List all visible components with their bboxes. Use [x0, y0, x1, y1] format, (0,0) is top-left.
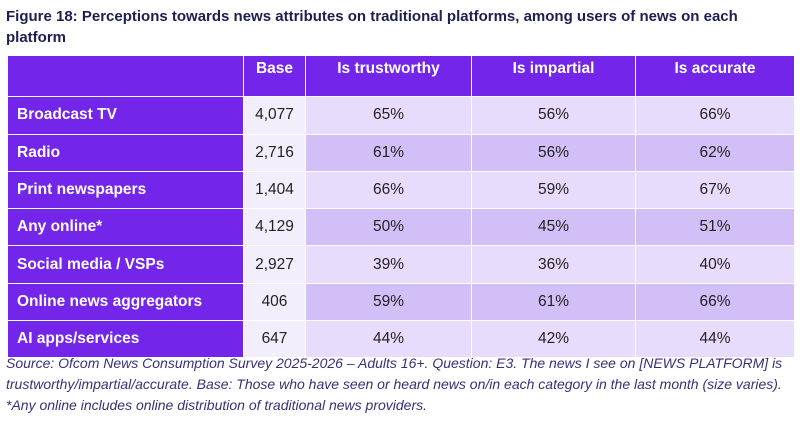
base-cell: 406	[243, 282, 306, 322]
header-base: Base	[243, 54, 306, 98]
accurate-cell: 51%	[635, 208, 795, 247]
row-label: AI apps/services	[7, 320, 244, 359]
table-row: Radio 2,716 61% 56% 62%	[7, 133, 795, 172]
trustworthy-cell: 44%	[305, 320, 472, 359]
accurate-cell: 44%	[635, 320, 795, 359]
row-label: Print newspapers	[7, 170, 244, 210]
accurate-cell: 62%	[635, 133, 795, 172]
trustworthy-cell: 66%	[305, 170, 472, 210]
header-accurate: Is accurate	[635, 54, 795, 98]
base-cell: 4,077	[243, 96, 306, 135]
trustworthy-cell: 50%	[305, 208, 472, 247]
base-cell: 2,927	[243, 245, 306, 284]
row-label: Broadcast TV	[7, 96, 244, 135]
base-cell: 4,129	[243, 208, 306, 247]
accurate-cell: 40%	[635, 245, 795, 284]
figure-title: Figure 18: Perceptions towards news attr…	[6, 8, 738, 46]
header-impartial: Is impartial	[471, 54, 636, 98]
impartial-cell: 59%	[471, 170, 636, 210]
table-row: Any online* 4,129 50% 45% 51%	[7, 208, 795, 247]
table-row: Print newspapers 1,404 66% 59% 67%	[7, 170, 795, 210]
table-row: Social media / VSPs 2,927 39% 36% 40%	[7, 245, 795, 284]
trustworthy-cell: 65%	[305, 96, 472, 135]
trustworthy-cell: 61%	[305, 133, 472, 172]
row-label: Social media / VSPs	[7, 245, 244, 284]
table-row: Online news aggregators 406 59% 61% 66%	[7, 282, 795, 322]
table-row: AI apps/services 647 44% 42% 44%	[7, 320, 795, 359]
table-row: Broadcast TV 4,077 65% 56% 66%	[7, 96, 795, 135]
row-label: Online news aggregators	[7, 282, 244, 322]
trustworthy-cell: 39%	[305, 245, 472, 284]
impartial-cell: 45%	[471, 208, 636, 247]
accurate-cell: 66%	[635, 282, 795, 322]
header-trustworthy: Is trustworthy	[305, 54, 472, 98]
impartial-cell: 56%	[471, 96, 636, 135]
perceptions-table: Base Is trustworthy Is impartial Is accu…	[7, 54, 795, 359]
impartial-cell: 42%	[471, 320, 636, 359]
row-label: Radio	[7, 133, 244, 172]
impartial-cell: 36%	[471, 245, 636, 284]
row-label: Any online*	[7, 208, 244, 247]
trustworthy-cell: 59%	[305, 282, 472, 322]
impartial-cell: 61%	[471, 282, 636, 322]
header-row: Base Is trustworthy Is impartial Is accu…	[7, 54, 795, 98]
source-note: Source: Ofcom News Consumption Survey 20…	[6, 355, 783, 413]
base-cell: 2,716	[243, 133, 306, 172]
impartial-cell: 56%	[471, 133, 636, 172]
accurate-cell: 66%	[635, 96, 795, 135]
accurate-cell: 67%	[635, 170, 795, 210]
header-platform	[7, 54, 244, 98]
base-cell: 1,404	[243, 170, 306, 210]
